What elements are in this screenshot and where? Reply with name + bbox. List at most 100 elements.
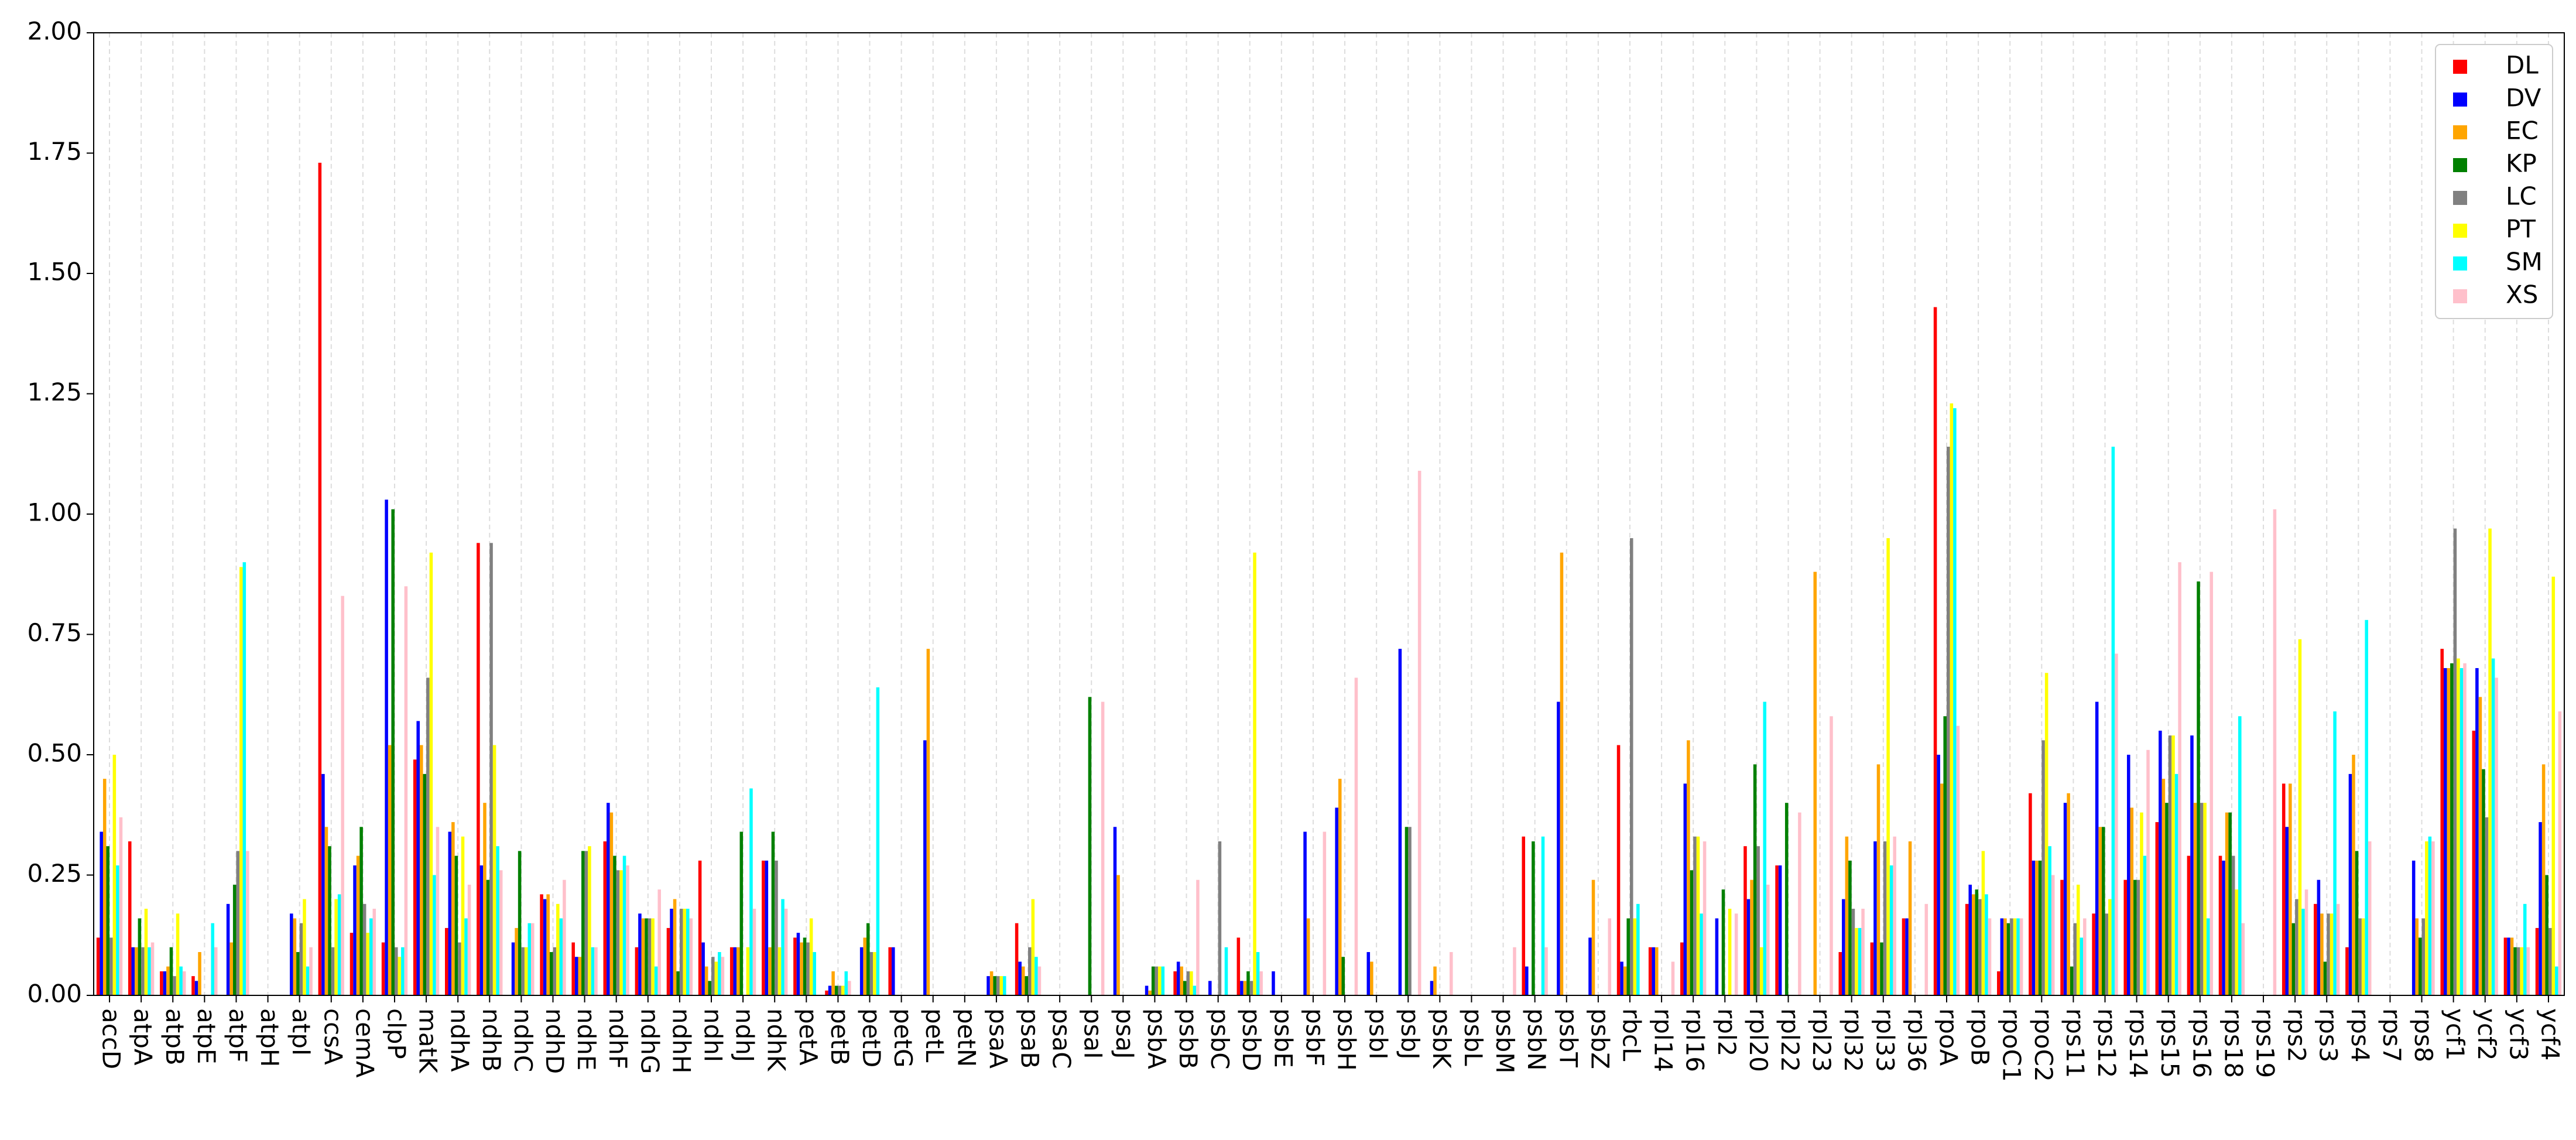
bar [394, 947, 398, 995]
bar [2123, 879, 2127, 995]
bar [1798, 812, 1801, 995]
bar [2333, 711, 2337, 995]
bar [1721, 889, 1725, 995]
x-tick-label: cemA [350, 1008, 379, 1078]
bar [483, 803, 487, 995]
bar [299, 923, 303, 995]
bar [2060, 879, 2064, 995]
bar [1591, 879, 1595, 995]
bar [2440, 649, 2444, 995]
bar [2507, 937, 2510, 995]
bar [2203, 803, 2207, 995]
bar [1940, 783, 1944, 995]
plot-area [94, 33, 2564, 995]
bar [334, 899, 338, 995]
bar [419, 745, 423, 995]
bar [1616, 745, 1621, 995]
bar [559, 918, 563, 995]
bar [1522, 836, 1526, 995]
bar [1243, 981, 1247, 995]
bar [416, 721, 420, 995]
x-tick-label: petL [920, 1008, 949, 1063]
bar [1341, 957, 1345, 995]
bar [1101, 701, 1105, 995]
bar [318, 162, 322, 996]
bar [1937, 755, 1940, 995]
bar [2444, 668, 2447, 995]
bar [1354, 677, 1358, 995]
bar [191, 976, 195, 995]
x-tick-label: ycf3 [2504, 1008, 2533, 1060]
bar [689, 918, 693, 995]
bar [2323, 961, 2327, 995]
x-tick-label: rpoC1 [1998, 1008, 2026, 1082]
bar [1525, 966, 1529, 995]
bar [290, 913, 293, 995]
bar [2298, 639, 2302, 995]
bar [1956, 725, 1960, 995]
bar [2159, 730, 2162, 995]
bar [549, 952, 553, 995]
bar [194, 981, 198, 995]
bar [2520, 947, 2523, 995]
bar [1880, 942, 1883, 995]
bar [1858, 927, 1862, 995]
bar [1256, 952, 1260, 995]
legend-label: PT [2506, 215, 2536, 244]
bar [1323, 831, 1327, 995]
bar [869, 952, 873, 995]
bar [2238, 716, 2242, 995]
bar [1240, 981, 1244, 995]
bar [2539, 822, 2542, 995]
bar [2073, 923, 2077, 995]
bar [2130, 807, 2134, 995]
bar [179, 966, 183, 995]
bar [1623, 966, 1627, 995]
bar [2101, 827, 2105, 995]
bar [813, 952, 816, 995]
bar [1588, 937, 1592, 995]
bar [2291, 923, 2296, 995]
bar [1513, 947, 1516, 995]
bar [1775, 865, 1779, 995]
bar [2526, 947, 2530, 995]
x-tick-label: atpB [160, 1008, 189, 1066]
bar [2115, 653, 2118, 995]
bar [2038, 860, 2042, 995]
x-tick-label: psaJ [1111, 1008, 1139, 1059]
bar [2133, 879, 2137, 995]
bar [1161, 966, 1165, 995]
bar [1183, 981, 1187, 995]
bar [381, 942, 385, 995]
bar [546, 894, 550, 995]
bar [391, 509, 395, 995]
x-tick-label: rps15 [2156, 1008, 2184, 1078]
bar [331, 947, 335, 995]
bar [1671, 961, 1675, 995]
bar [1734, 913, 1738, 995]
bar [641, 918, 645, 995]
bar [2174, 773, 2178, 995]
bar [891, 947, 895, 995]
bar [109, 937, 113, 995]
bar [141, 947, 145, 995]
bar [654, 966, 658, 995]
bar [1851, 909, 1855, 995]
bar [626, 865, 629, 995]
x-tick-label: ycf1 [2441, 1008, 2469, 1060]
bar [135, 947, 138, 995]
bar [768, 947, 772, 995]
bar [353, 865, 357, 995]
bar [873, 952, 876, 995]
bar [1173, 971, 1177, 995]
bar [461, 836, 465, 995]
bar [366, 933, 369, 995]
bar [793, 937, 797, 995]
bar [296, 952, 300, 995]
bar [2495, 677, 2498, 995]
bar [464, 918, 468, 995]
bar [574, 957, 578, 995]
bar [2019, 918, 2023, 995]
bar [527, 923, 532, 995]
bar [1021, 966, 1025, 995]
